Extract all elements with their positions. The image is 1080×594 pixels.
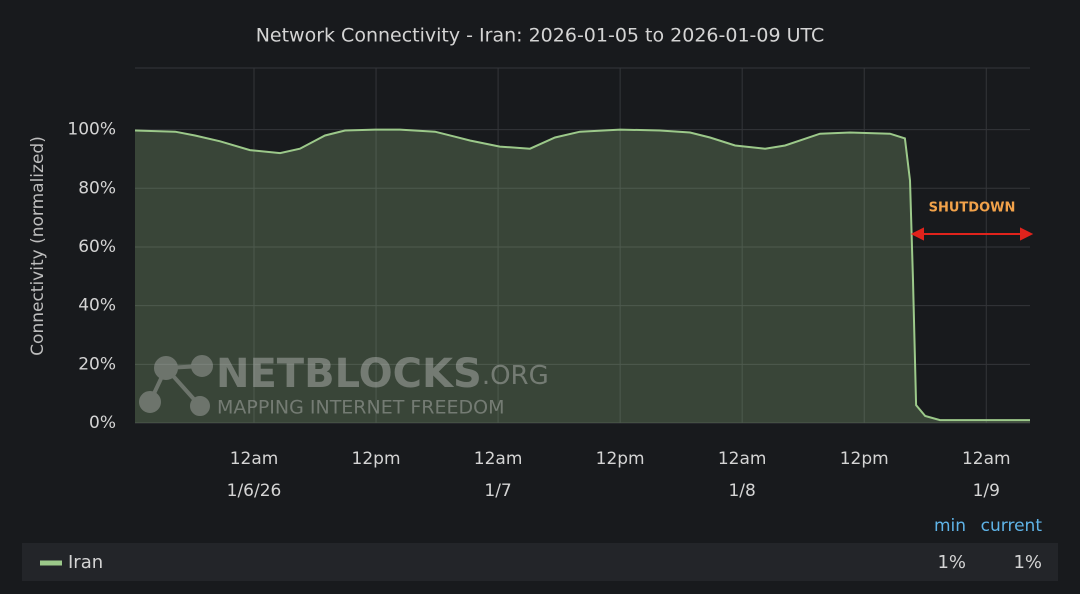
x-tick-label: 12pm <box>840 449 889 469</box>
x-tick-label: 12am <box>230 449 279 469</box>
shutdown-arrow <box>910 227 1034 241</box>
series-area <box>135 129 1030 423</box>
y-tick-label: 80% <box>78 178 116 198</box>
x-tick-date: 1/8 <box>728 481 755 501</box>
plot-area: 0% 20% 40% 60% 80% 100% 12am 1/6/26 12pm 12am 1/7 1… <box>67 67 1030 501</box>
legend-label: Iran <box>68 552 103 573</box>
watermark-logo <box>139 355 213 416</box>
annotation: SHUTDOWN <box>929 201 1016 216</box>
legend-row <box>22 543 1058 581</box>
legend-column-header: min <box>934 516 966 536</box>
x-tick-date: 1/9 <box>973 481 1000 501</box>
watermark-name: NETBLOCKS.ORG <box>216 351 549 397</box>
series-line <box>134 128 1030 422</box>
x-tick-label: 12pm <box>596 449 645 469</box>
y-tick-label: 40% <box>78 296 116 316</box>
legend-column-header: current <box>981 516 1043 536</box>
chart-title: Network Connectivity - Iran: 2026-01-05 … <box>256 25 825 47</box>
watermark: NETBLOCKS.ORG MAPPING INTERNET FREEDOM <box>139 351 549 419</box>
x-tick-label: 12am <box>962 449 1011 469</box>
x-tick-label: 12am <box>718 449 767 469</box>
x-tick-label: 12pm <box>352 449 401 469</box>
x-tick-label: 12am <box>474 449 523 469</box>
y-tick-label: 100% <box>67 120 116 140</box>
y-tick-label: 0% <box>89 413 116 433</box>
y-tick-label: 60% <box>78 237 116 257</box>
watermark-suffix: .ORG <box>482 361 549 391</box>
y-axis-label: Connectivity (normalized) <box>28 136 48 356</box>
legend-stat: 1% <box>937 552 966 573</box>
legend: min current Iran 1% 1% <box>40 516 1042 573</box>
watermark-tagline: MAPPING INTERNET FREEDOM <box>217 397 505 419</box>
y-tick-label: 20% <box>78 354 116 374</box>
x-tick-date: 1/7 <box>484 481 511 501</box>
watermark-name-text: NETBLOCKS <box>216 351 482 397</box>
legend-stat: 1% <box>1013 552 1042 573</box>
x-tick-date: 1/6/26 <box>227 481 282 501</box>
